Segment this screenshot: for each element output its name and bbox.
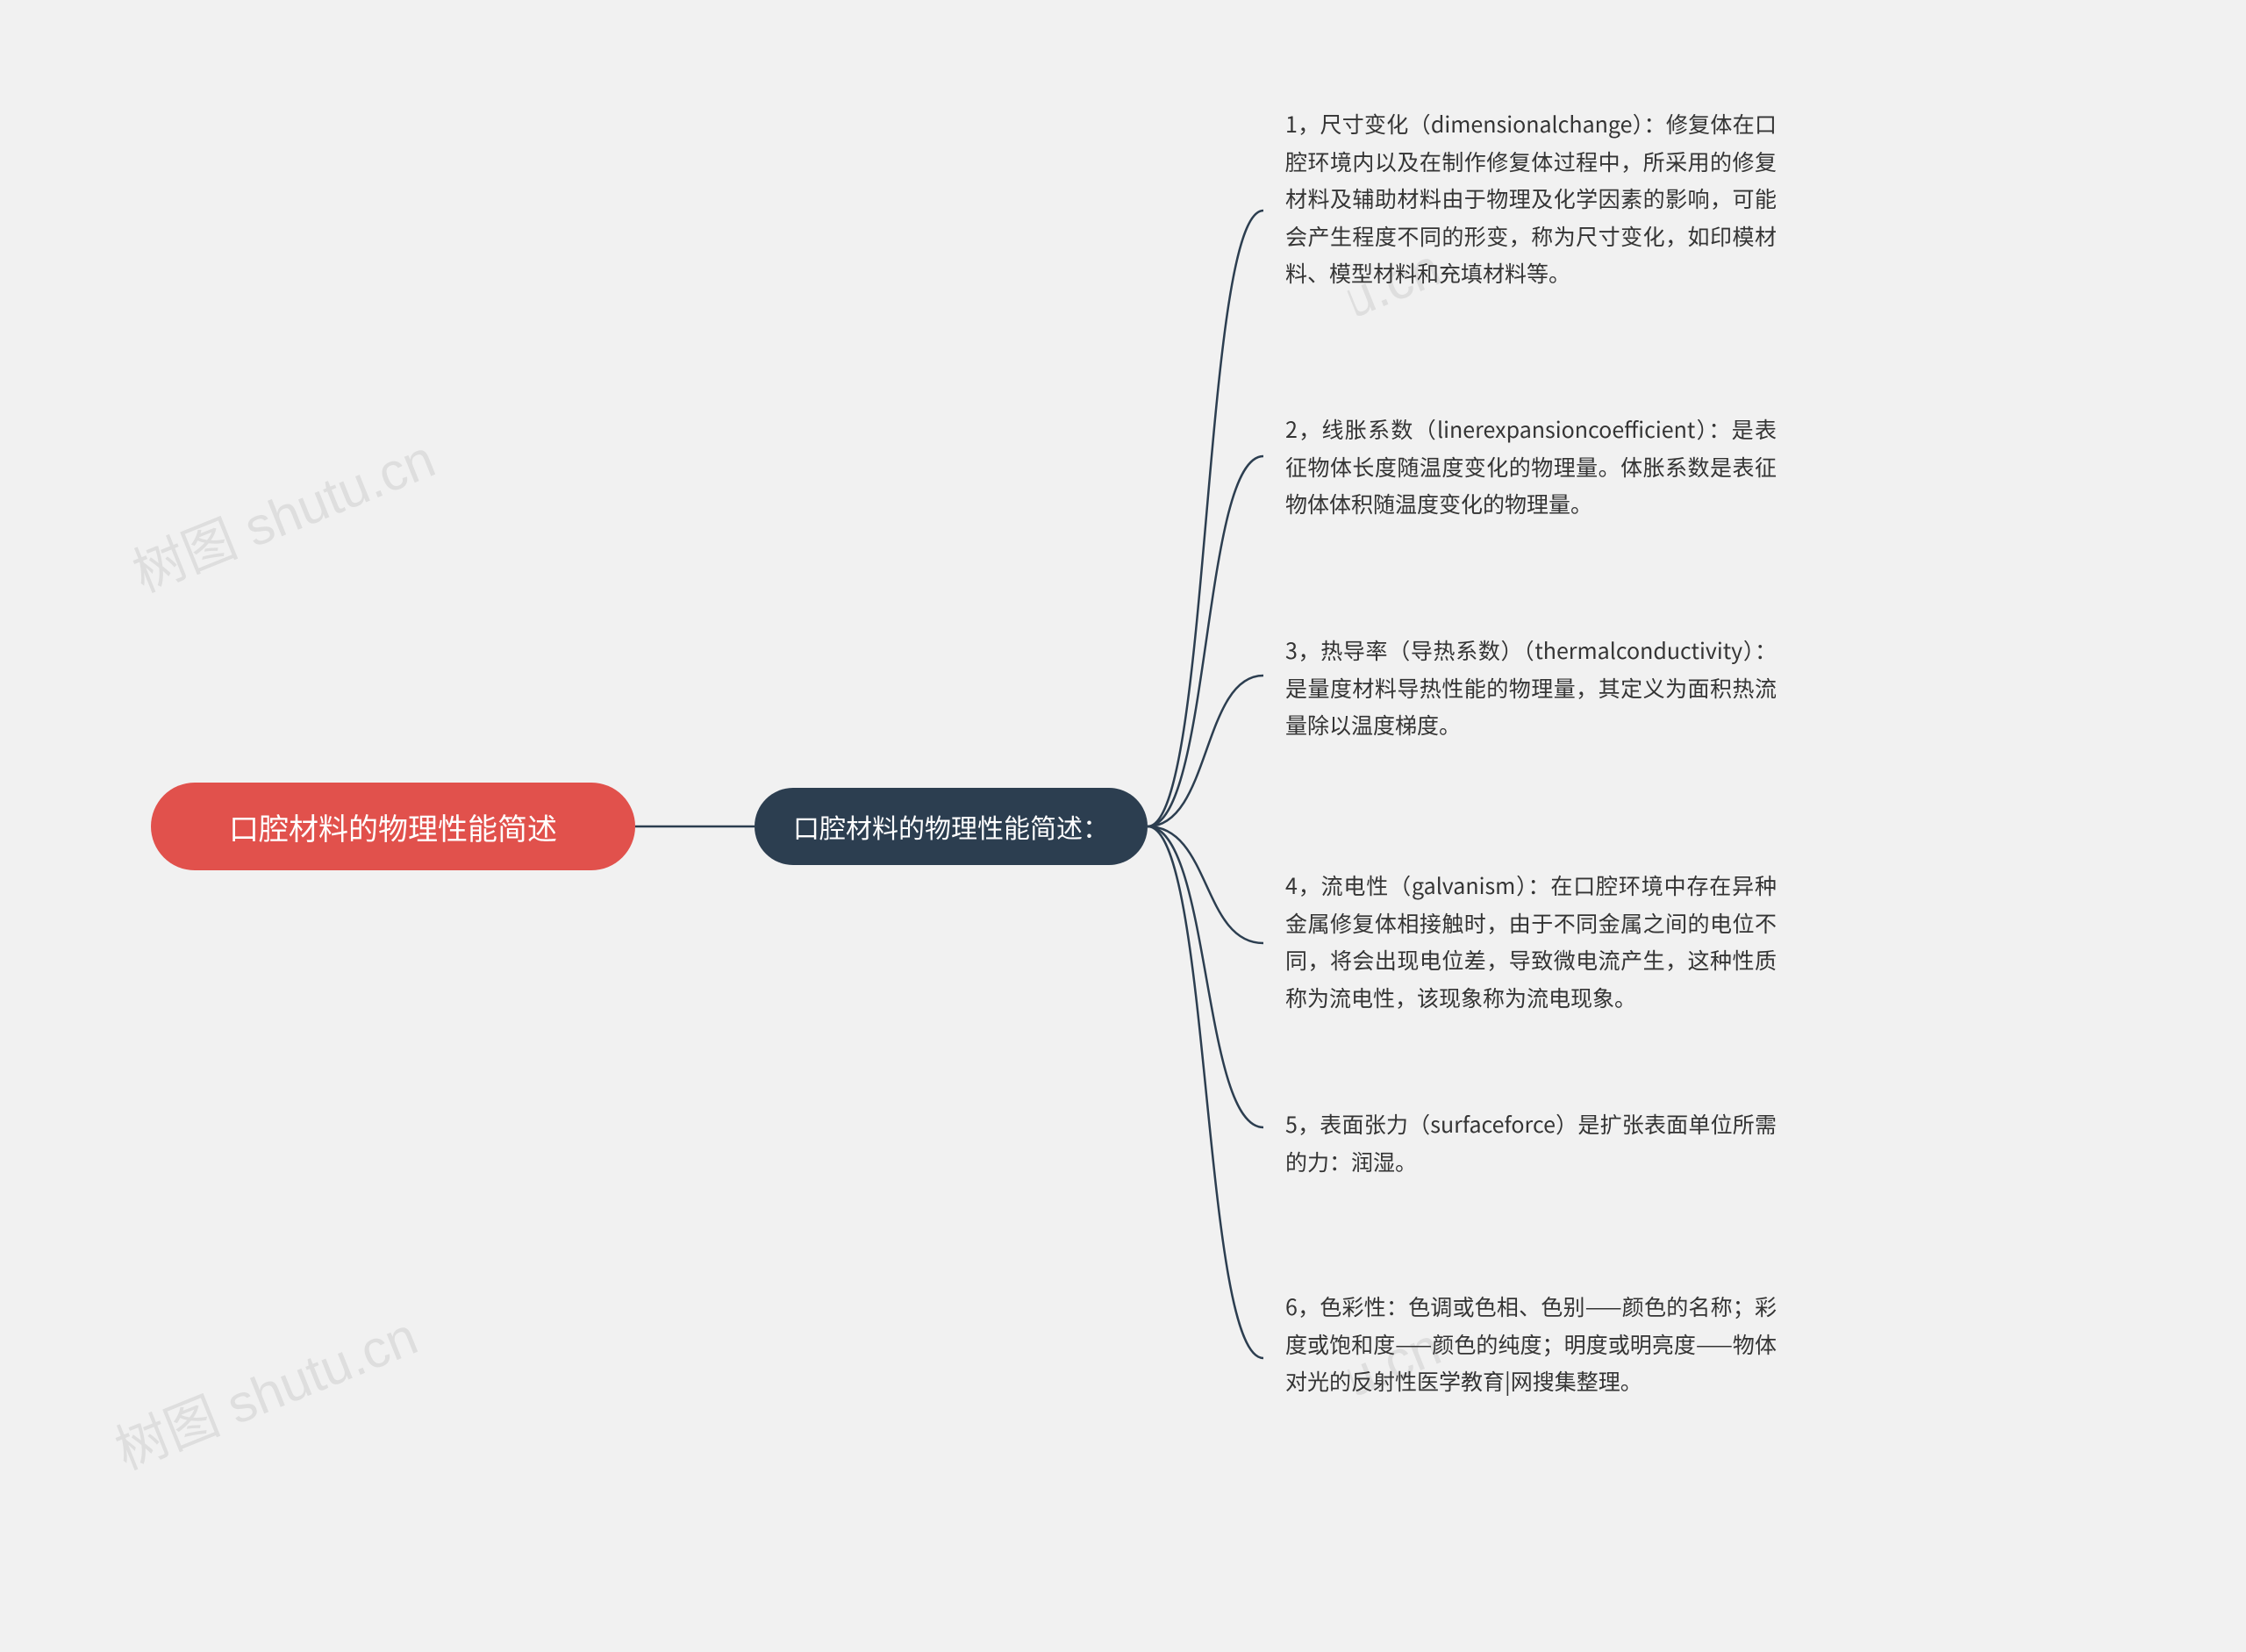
root-node: 口腔材料的物理性能简述 <box>151 783 635 870</box>
mindmap-canvas: 树图 shutu.cn 树图 shutu.cn shutu.cn shutu.c… <box>0 0 2246 1652</box>
leaf-node: 2，线胀系数（linerexpansioncoefficient）：是表征物体长… <box>1285 411 1777 523</box>
sub-label: 口腔材料的物理性能简述： <box>793 807 1109 846</box>
watermark: 树图 shutu.cn <box>103 1294 427 1484</box>
leaf-node: 4，流电性（galvanism）：在口腔环境中存在异种金属修复体相接触时，由于不… <box>1285 867 1777 1016</box>
root-label: 口腔材料的物理性能简述 <box>229 805 557 848</box>
leaf-node: 5，表面张力（surfaceforce）是扩张表面单位所需的力：润湿。 <box>1285 1105 1777 1180</box>
leaf-node: 3，热导率（导热系数）（thermalconductivity）：是量度材料导热… <box>1285 632 1777 744</box>
watermark: 树图 shutu.cn <box>120 417 445 607</box>
leaf-node: 1，尺寸变化（dimensionalchange）：修复体在口腔环境内以及在制作… <box>1285 105 1777 292</box>
leaf-node: 6，色彩性：色调或色相、色别——颜色的名称；彩度或饱和度——颜色的纯度；明度或明… <box>1285 1288 1777 1400</box>
sub-node: 口腔材料的物理性能简述： <box>755 788 1148 865</box>
